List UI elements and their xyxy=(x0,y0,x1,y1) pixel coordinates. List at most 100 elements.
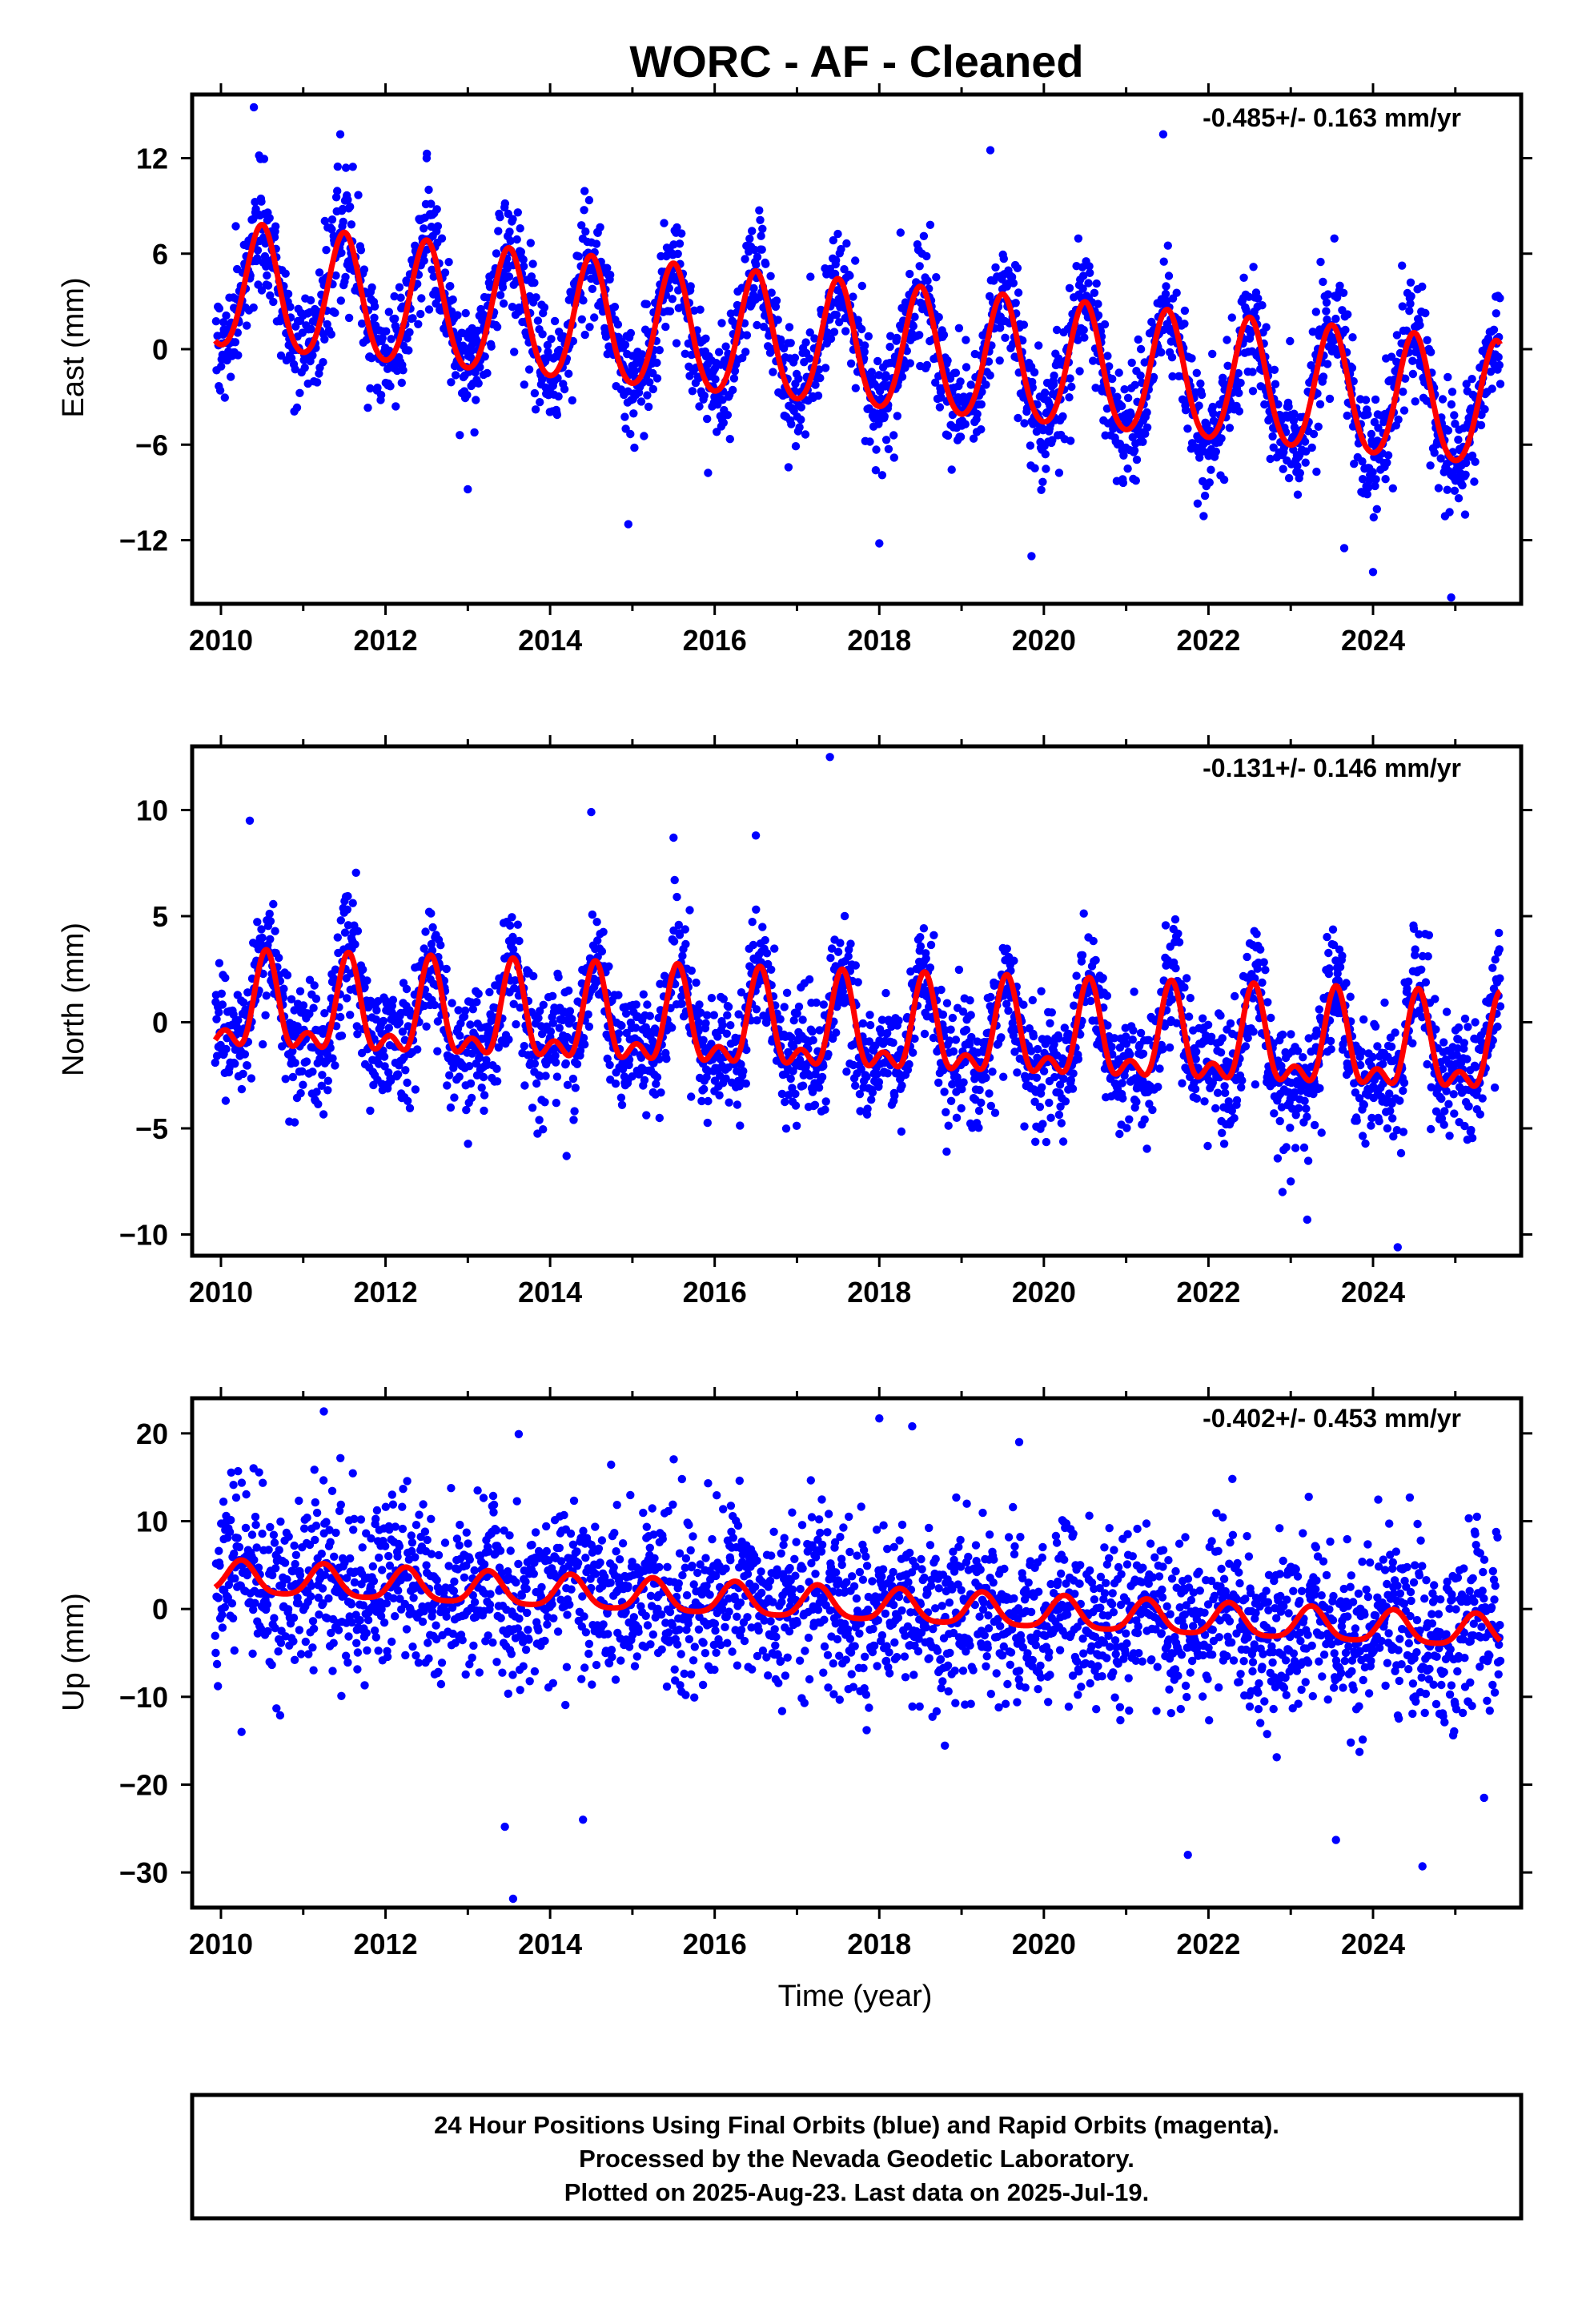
data-point xyxy=(384,308,393,316)
data-point xyxy=(1458,480,1467,490)
data-point xyxy=(930,931,938,940)
data-point xyxy=(257,925,266,934)
data-point xyxy=(592,918,601,927)
data-point xyxy=(681,349,689,358)
data-point xyxy=(508,303,517,312)
data-point xyxy=(474,379,483,388)
data-point xyxy=(343,921,353,930)
data-point xyxy=(467,346,476,355)
data-point xyxy=(291,365,299,374)
data-point xyxy=(1002,944,1012,953)
data-point xyxy=(508,913,516,922)
data-point xyxy=(721,342,730,351)
data-point-outlier xyxy=(464,485,472,494)
data-point xyxy=(858,1019,868,1028)
data-point xyxy=(752,905,761,915)
data-point xyxy=(327,330,335,339)
data-point xyxy=(1450,411,1459,420)
data-point xyxy=(787,420,796,428)
data-point xyxy=(1269,443,1278,452)
data-point xyxy=(399,366,408,375)
data-point xyxy=(782,988,792,998)
data-point xyxy=(485,987,494,997)
data-point xyxy=(784,1091,793,1100)
data-point xyxy=(547,335,556,344)
data-point xyxy=(757,231,765,240)
data-point xyxy=(568,1074,578,1084)
data-point xyxy=(1284,402,1293,411)
data-point xyxy=(626,429,635,439)
data-point xyxy=(333,162,342,171)
data-point xyxy=(536,398,544,407)
data-point xyxy=(920,1029,930,1039)
data-point xyxy=(789,1042,798,1051)
data-point xyxy=(569,1116,578,1124)
data-point xyxy=(551,1051,560,1060)
data-point xyxy=(1343,310,1352,319)
data-point xyxy=(1496,380,1505,388)
x-tick-label: 2020 xyxy=(1012,624,1076,657)
data-point xyxy=(1492,309,1501,318)
data-point xyxy=(877,471,887,480)
data-point xyxy=(1217,434,1226,443)
data-point xyxy=(539,1125,548,1134)
data-point xyxy=(552,410,562,420)
data-point xyxy=(697,1096,706,1106)
data-point xyxy=(1140,1115,1149,1124)
data-point xyxy=(1415,320,1424,330)
data-point xyxy=(857,324,866,334)
data-point xyxy=(723,1011,732,1020)
data-point xyxy=(577,315,586,324)
data-point xyxy=(584,1010,592,1019)
data-point xyxy=(1454,494,1464,503)
data-point xyxy=(797,403,805,412)
data-point xyxy=(613,320,623,329)
data-point xyxy=(1461,470,1470,479)
data-point xyxy=(1084,279,1093,287)
data-point xyxy=(1132,455,1142,464)
data-point xyxy=(909,1048,917,1057)
data-point xyxy=(554,973,563,982)
data-point xyxy=(370,302,379,311)
data-point xyxy=(1118,478,1128,488)
data-point xyxy=(961,420,970,428)
data-point xyxy=(791,442,801,451)
data-point xyxy=(1054,468,1064,477)
data-point xyxy=(467,1093,476,1103)
data-point xyxy=(1089,356,1098,365)
data-point xyxy=(781,1097,789,1107)
data-point xyxy=(1261,966,1270,975)
data-point xyxy=(413,1045,422,1054)
data-point xyxy=(905,269,914,279)
data-point xyxy=(1195,401,1203,410)
data-point xyxy=(1038,1120,1047,1128)
data-point xyxy=(1496,294,1504,303)
data-point xyxy=(1363,410,1372,419)
data-point xyxy=(1149,372,1158,382)
data-point xyxy=(921,954,930,963)
data-point xyxy=(725,435,734,444)
data-point xyxy=(1266,414,1275,423)
data-point xyxy=(1423,336,1431,344)
data-point xyxy=(427,909,436,918)
data-point xyxy=(476,363,484,372)
data-point xyxy=(341,272,350,282)
data-point xyxy=(1042,1137,1051,1147)
data-point xyxy=(1470,477,1479,486)
data-point xyxy=(243,988,252,997)
data-point xyxy=(584,195,594,205)
data-point xyxy=(662,1055,671,1063)
data-point xyxy=(1162,296,1171,305)
data-point xyxy=(1471,457,1480,466)
data-point xyxy=(1388,484,1398,493)
data-point xyxy=(1256,945,1265,954)
data-point xyxy=(1486,368,1496,376)
data-point xyxy=(396,293,405,302)
data-point xyxy=(1165,1043,1174,1052)
data-point xyxy=(281,269,290,278)
data-point xyxy=(975,1085,984,1095)
data-point xyxy=(681,939,690,949)
data-point xyxy=(526,239,535,247)
data-point xyxy=(1013,1068,1022,1077)
